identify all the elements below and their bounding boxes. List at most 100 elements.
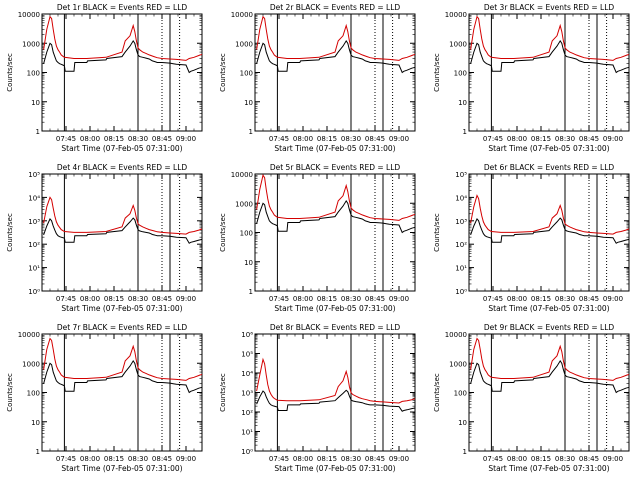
series-line-lld (43, 337, 203, 381)
y-tick-label: 1000 (449, 360, 467, 368)
y-tick-label: 10 (244, 99, 253, 107)
y-tick-label: 1000 (22, 40, 40, 48)
chart-panel-6: Det 6r BLACK = Events RED = LLD 10⁰ 10¹ 10²… (433, 163, 630, 313)
y-tick-label: 10 (458, 419, 467, 427)
y-tick-label: 10² (455, 241, 467, 249)
x-axis-label: Start Time (07-Feb-05 07:31:00) (274, 464, 395, 473)
y-axis-label: Counts/sec (6, 373, 14, 412)
plot-frame (254, 173, 416, 292)
y-axis-label: Counts/sec (219, 53, 227, 92)
series-line-lld (470, 194, 630, 235)
x-tick-label: 08:00 (293, 295, 313, 303)
y-tick-label: 10⁶ (241, 331, 253, 339)
y-tick-label: 10¹ (455, 265, 467, 273)
x-tick-label: 08:45 (579, 455, 599, 463)
y-axis-label: Counts/sec (6, 213, 14, 252)
chart-title: Det 1r BLACK = Events RED = LLD (57, 3, 188, 12)
series-line-events (470, 359, 630, 394)
y-tick-label: 10¹ (241, 429, 253, 437)
x-tick-label: 08:45 (365, 135, 385, 143)
y-tick-label: 1 (249, 128, 253, 136)
y-axis-label: Counts/sec (433, 213, 441, 252)
chart-title: Det 7r BLACK = Events RED = LLD (57, 323, 188, 332)
x-tick-label: 08:15 (531, 455, 551, 463)
x-axis-label: Start Time (07-Feb-05 07:31:00) (488, 144, 609, 153)
y-tick-label: 10 (31, 99, 40, 107)
y-tick-label: 10000 (18, 11, 40, 19)
y-tick-label: 100 (454, 70, 467, 78)
x-tick-label: 08:15 (104, 295, 124, 303)
series-line-lld (470, 15, 630, 61)
y-tick-label: 10000 (445, 11, 467, 19)
series-line-events (470, 217, 630, 244)
series-line-events (256, 39, 416, 74)
y-tick-label: 10⁰ (28, 288, 40, 296)
y-tick-label: 1 (36, 128, 40, 136)
y-tick-label: 1 (463, 448, 467, 456)
y-tick-label: 10 (458, 99, 467, 107)
y-tick-label: 10⁵ (28, 171, 40, 179)
x-tick-label: 08:30 (341, 135, 361, 143)
plot-frame (468, 13, 630, 132)
series-line-lld (256, 15, 416, 61)
y-tick-label: 10 (244, 259, 253, 267)
chart-title: Det 9r BLACK = Events RED = LLD (484, 323, 615, 332)
y-tick-label: 10 (31, 419, 40, 427)
y-tick-label: 1 (36, 448, 40, 456)
x-axis-label: Start Time (07-Feb-05 07:31:00) (61, 464, 182, 473)
y-axis-label: Counts/sec (433, 53, 441, 92)
chart-title: Det 3r BLACK = Events RED = LLD (484, 3, 615, 12)
chart-panel-4: Det 4r BLACK = Events RED = LLD 10⁰ 10¹ 10²… (6, 163, 203, 313)
y-tick-label: 1 (463, 128, 467, 136)
x-tick-label: 07:45 (483, 295, 503, 303)
x-tick-label: 07:45 (56, 295, 76, 303)
x-tick-label: 08:45 (365, 455, 385, 463)
y-tick-label: 100 (27, 390, 40, 398)
x-axis-label: Start Time (07-Feb-05 07:31:00) (274, 304, 395, 313)
y-tick-label: 10000 (231, 11, 253, 19)
series-line-events (43, 39, 203, 74)
x-tick-label: 08:15 (531, 295, 551, 303)
series-line-lld (43, 196, 203, 235)
x-tick-label: 08:15 (317, 295, 337, 303)
y-tick-label: 10⁴ (28, 194, 40, 202)
y-tick-label: 10³ (241, 390, 253, 398)
x-tick-label: 08:00 (507, 455, 527, 463)
x-axis-label: Start Time (07-Feb-05 07:31:00) (61, 144, 182, 153)
x-tick-label: 09:00 (389, 295, 409, 303)
x-tick-label: 09:00 (389, 455, 409, 463)
chart-title: Det 8r BLACK = Events RED = LLD (270, 323, 401, 332)
x-tick-label: 08:30 (555, 295, 575, 303)
x-tick-label: 07:45 (269, 295, 289, 303)
x-tick-label: 08:45 (152, 135, 172, 143)
x-axis-label: Start Time (07-Feb-05 07:31:00) (61, 304, 182, 313)
y-tick-label: 10⁵ (241, 351, 253, 359)
y-axis-label: Counts/sec (219, 373, 227, 412)
series-line-events (43, 359, 203, 394)
x-tick-label: 08:30 (341, 455, 361, 463)
x-tick-label: 08:45 (152, 455, 172, 463)
plot-frame (41, 13, 203, 132)
y-tick-label: 10² (241, 409, 253, 417)
chart-title: Det 4r BLACK = Events RED = LLD (57, 163, 188, 172)
x-tick-label: 08:45 (579, 295, 599, 303)
y-tick-label: 10⁵ (455, 171, 467, 179)
chart-panel-9: Det 9r BLACK = Events RED = LLD 1 10 100 100… (433, 323, 630, 473)
y-tick-label: 1000 (449, 40, 467, 48)
plot-frame (254, 333, 416, 452)
chart-panel-3: Det 3r BLACK = Events RED = LLD 1 10 100 100… (433, 3, 630, 153)
chart-panel-8: Det 8r BLACK = Events RED = LLD 10⁰ 10¹ 10²… (219, 323, 416, 473)
x-axis-label: Start Time (07-Feb-05 07:31:00) (274, 144, 395, 153)
series-line-events (256, 389, 416, 412)
y-tick-label: 1000 (235, 200, 253, 208)
x-tick-label: 07:45 (56, 455, 76, 463)
x-tick-label: 09:00 (603, 295, 623, 303)
y-tick-label: 10¹ (28, 265, 40, 273)
plot-frame (468, 173, 630, 292)
chart-title: Det 5r BLACK = Events RED = LLD (270, 163, 401, 172)
y-tick-label: 10⁰ (455, 288, 467, 296)
x-tick-label: 08:00 (507, 135, 527, 143)
x-tick-label: 07:45 (483, 135, 503, 143)
chart-panel-2: Det 2r BLACK = Events RED = LLD 1 10 100 100… (219, 3, 416, 153)
